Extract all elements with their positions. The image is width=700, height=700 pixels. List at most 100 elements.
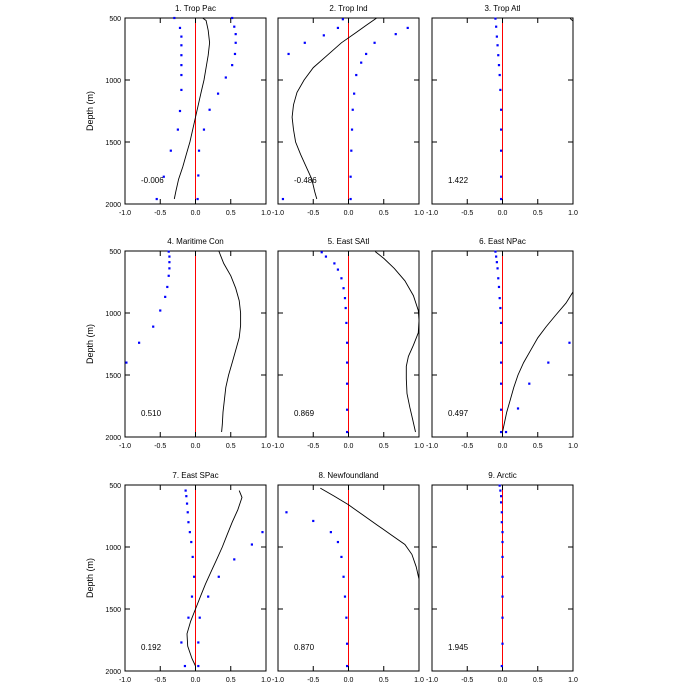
y-tick-label: 2000 [105,202,121,209]
profile-line [186,490,243,667]
x-tick-label: 1.0 [568,677,578,684]
data-point [528,382,531,385]
data-point [343,297,347,300]
data-point [234,33,237,36]
profile-line [291,17,377,200]
data-point [178,26,182,30]
data-point [497,277,500,280]
data-point [333,262,336,265]
panel-title: 2. Trop Ind [329,4,367,13]
panel-title: 5. East SAtl [328,237,370,246]
data-point [167,250,170,253]
data-point [497,54,500,57]
data-point [320,251,323,254]
panel-4: 4. Maritime Con -1.0 -0.5 0.0 0.5 1.0 500 1000 1… [85,237,271,450]
data-point [180,44,183,47]
data-point [495,35,498,38]
data-point [138,341,141,344]
data-point [345,616,348,619]
x-tick-label: -1.0 [426,677,438,684]
x-tick-label: 1.0 [568,210,578,217]
x-tick-label: -0.5 [461,443,473,450]
data-point [344,306,347,310]
panel-title: 4. Maritime Con [167,237,223,246]
data-point [231,64,234,67]
data-point [180,64,183,67]
panel-7: 7. East SPac -1.0 -0.5 0.0 0.5 1.0 500 1000 1500… [85,471,271,684]
x-tick-label: 0.5 [226,677,236,684]
data-point [185,502,189,505]
data-point [184,489,187,492]
correlation-value: 0.497 [448,409,469,418]
data-point [281,197,285,201]
data-point [497,64,501,67]
y-tick-label: 500 [109,16,121,23]
panel-8: 8. Newfoundland -1.0 -0.5 0.0 0.5 1.0 0.870 [272,471,424,684]
panel-3: 3. Trop Atl -1.0 -0.5 0.0 0.5 1.0 1.422 [426,4,578,217]
data-point [406,26,409,30]
x-tick-label: -1.0 [272,210,284,217]
profile-line [320,487,420,587]
data-point [125,361,128,364]
x-tick-label: -0.5 [461,677,473,684]
x-tick-label: -0.5 [307,443,319,450]
panel-2: 2. Trop Ind -1.0 -0.5 0.0 0.5 1.0 -0.486 [272,4,424,217]
correlation-value: 0.510 [141,409,162,418]
y-axis-label: Depth (m) [85,324,95,364]
data-point [190,540,193,544]
data-point [500,664,503,668]
data-point [350,149,353,152]
data-point [190,595,194,598]
data-point [168,267,171,270]
data-point [233,52,237,56]
data-point [233,558,236,561]
data-point [173,16,176,20]
x-tick-label: 1.0 [414,677,424,684]
panel-title: 7. East SPac [172,471,218,480]
x-tick-label: 0.0 [498,443,508,450]
data-point [285,511,288,514]
data-point [496,44,499,47]
data-point [498,297,501,300]
y-tick-label: 500 [109,483,121,490]
x-tick-label: 1.0 [414,443,424,450]
x-tick-label: 0.0 [498,677,508,684]
data-point [180,73,183,77]
data-point [197,149,201,152]
data-point [500,521,503,524]
data-point [180,54,183,57]
x-tick-label: -1.0 [272,677,284,684]
x-tick-label: -0.5 [307,210,319,217]
panel-9: 9. Arctic -1.0 -0.5 0.0 0.5 1.0 1.945 [426,471,578,684]
correlation-value: 0.870 [294,643,315,652]
panel-title: 1. Trop Pac [175,4,216,13]
data-point [216,92,220,95]
correlation-value: -0.006 [141,176,164,185]
data-point [342,287,345,290]
data-point [498,484,501,487]
profile-line [375,251,420,433]
data-point [516,407,520,410]
data-point [180,641,183,644]
x-tick-label: -0.5 [307,677,319,684]
data-point [345,664,349,668]
y-tick-label: 2000 [105,435,121,442]
correlation-value: 1.945 [448,643,469,652]
data-point [164,295,167,298]
y-tick-label: 1500 [105,373,121,380]
data-point [217,575,220,578]
data-point [185,495,188,498]
x-tick-label: 0.0 [344,677,354,684]
data-point [495,255,498,258]
data-point [180,88,183,92]
data-point [568,341,571,344]
panel-title: 3. Trop Atl [484,4,520,13]
data-point [499,341,503,344]
x-tick-label: 0.5 [533,677,543,684]
data-point [168,261,171,264]
data-point [499,495,503,498]
data-point [499,306,502,310]
x-tick-label: 0.5 [379,210,389,217]
data-point [166,285,169,289]
data-point [186,511,189,514]
